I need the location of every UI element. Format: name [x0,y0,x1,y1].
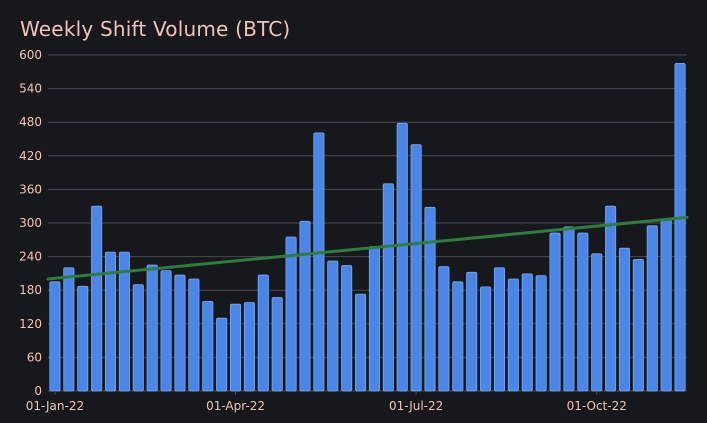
bar [466,271,478,392]
bar [521,273,533,392]
bar [229,303,242,392]
bar [63,267,75,392]
bar [174,274,186,392]
y-tick-label: 540 [19,82,42,96]
bar [646,225,658,392]
bar [674,63,686,392]
trend-line [46,215,689,281]
bar [146,264,158,392]
bar [341,265,353,392]
bar [355,293,367,392]
x-tick-label: 01-Jul-22 [389,399,443,413]
bar [382,183,394,392]
bar [299,220,311,392]
bar [243,302,255,392]
bar [507,278,519,392]
bar [660,219,672,392]
x-tick-label: 01-Oct-22 [567,399,627,413]
bar [452,281,464,392]
bar [104,251,117,392]
bar [438,266,450,392]
bar [577,232,589,392]
bar [91,205,103,392]
y-tick-label: 240 [19,250,42,264]
y-tick-label: 0 [34,384,42,398]
y-tick-label: 360 [19,182,42,196]
bar [202,300,214,392]
y-tick-label: 180 [19,283,42,297]
bar [118,251,130,392]
bar [160,270,172,392]
y-tick-label: 420 [19,149,42,163]
bar [410,144,422,392]
bar [132,284,144,392]
bar [257,274,269,392]
bar [188,278,200,392]
bar [480,286,492,392]
bar [313,132,325,392]
bar [327,260,339,392]
bar [535,275,547,392]
bar [618,247,631,392]
bar [424,206,436,392]
chart-title: Weekly Shift Volume (BTC) [20,17,291,41]
bar [77,285,89,392]
x-tick-label: 01-Jan-22 [26,399,84,413]
y-tick-label: 120 [19,317,42,331]
y-tick-label: 60 [27,350,42,364]
bar [271,297,283,392]
bar [632,258,644,392]
bar [216,317,228,392]
bar [368,246,380,392]
y-tick-label: 300 [19,216,42,230]
y-tick-label: 600 [19,48,42,62]
x-tick-label: 01-Apr-22 [206,399,265,413]
bar [563,226,575,392]
bar [396,122,408,392]
bar [591,253,603,392]
bar [285,236,297,392]
bar [605,205,617,392]
bar [549,232,561,392]
bar [49,281,61,392]
y-tick-label: 480 [19,115,42,129]
bar [493,267,506,392]
